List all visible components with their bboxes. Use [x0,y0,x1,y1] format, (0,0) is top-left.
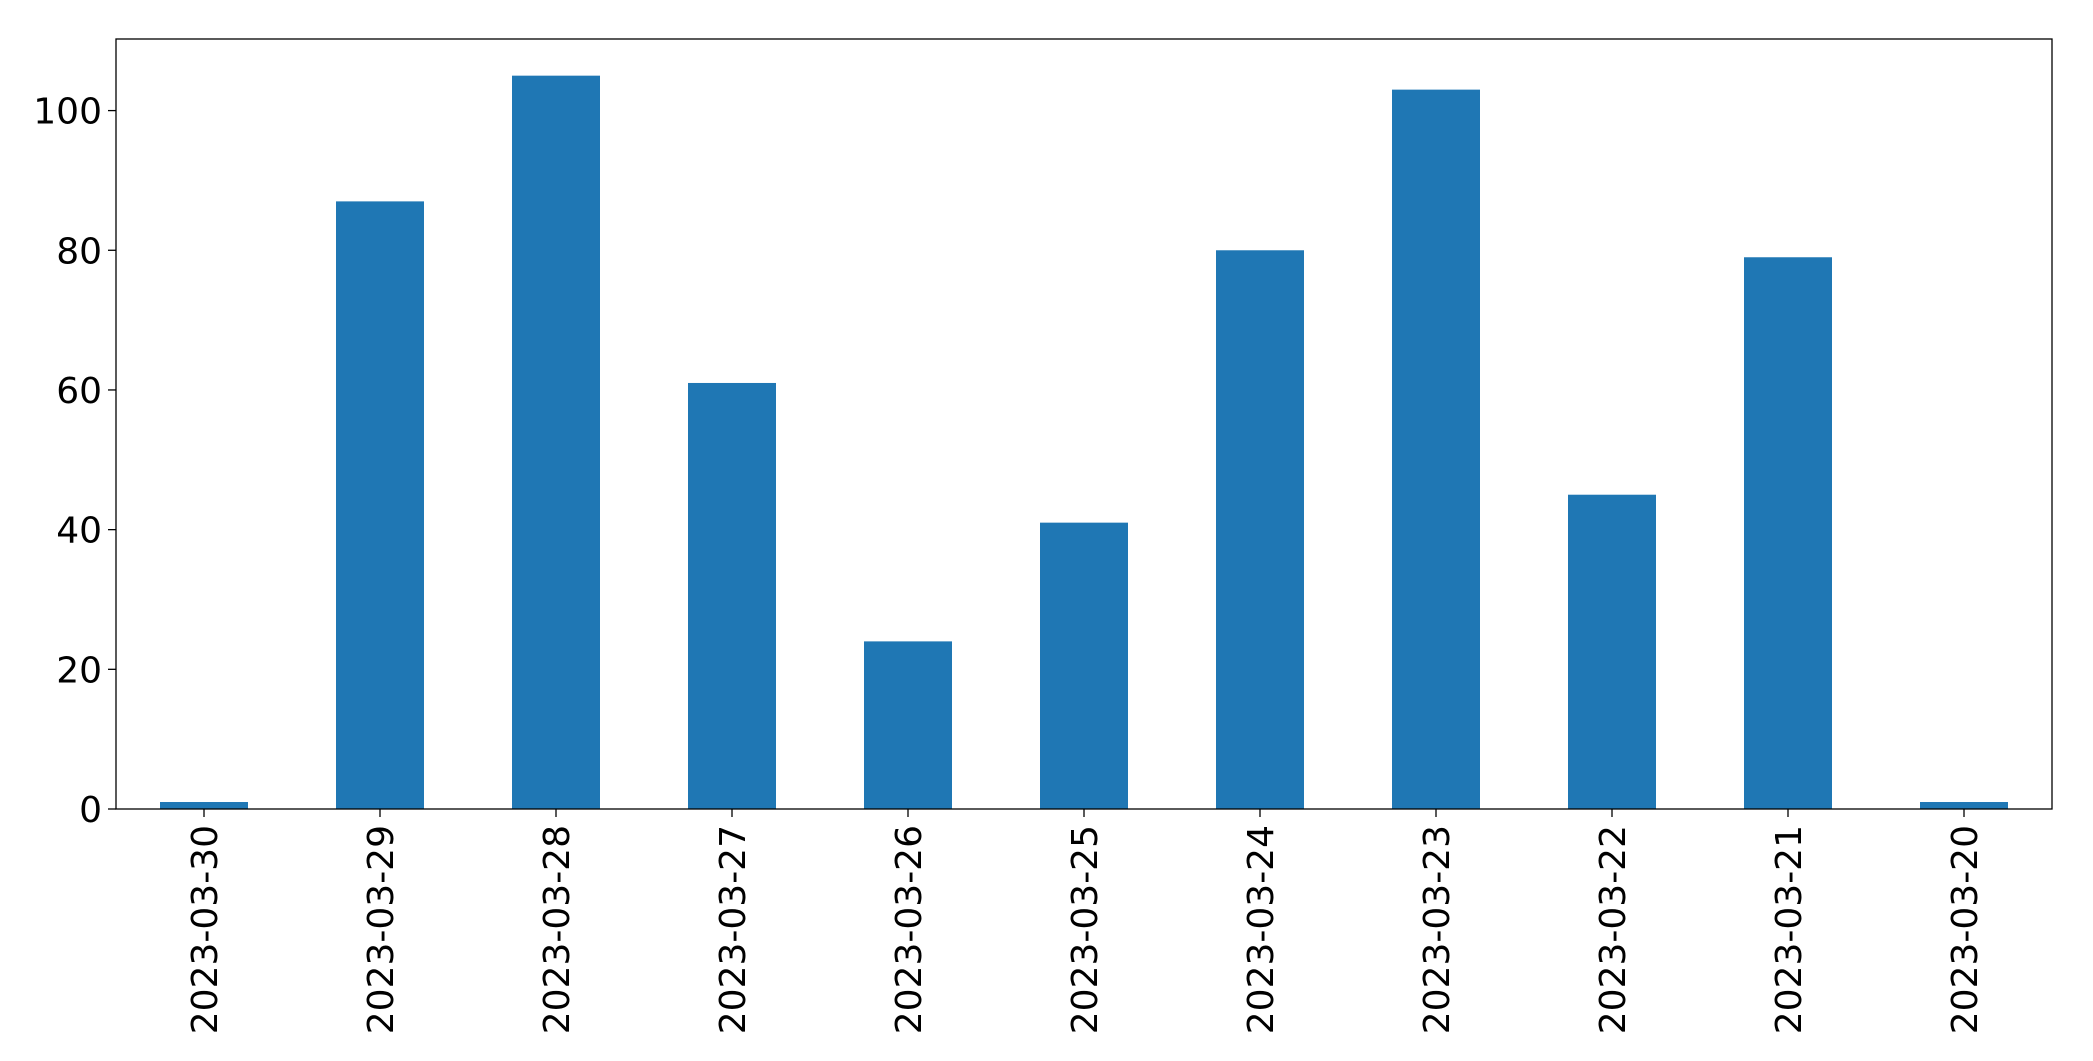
bar [864,641,952,809]
bar [1392,89,1480,810]
x-tick-label: 2023-03-22 [1593,825,1634,1034]
x-tick-label: 2023-03-25 [1065,825,1106,1034]
bar [1216,250,1304,809]
bar [160,802,248,809]
bar [1744,257,1832,809]
y-tick-label: 80 [56,231,102,272]
bar [1920,802,2008,809]
bar [512,75,600,809]
y-tick-label: 0 [79,790,102,831]
x-tick-label: 2023-03-24 [1241,825,1282,1034]
y-tick-label: 20 [56,650,102,691]
bar [688,382,776,809]
x-tick-label: 2023-03-26 [889,825,930,1034]
y-tick-label: 40 [56,511,102,552]
x-tick-label: 2023-03-23 [1417,825,1458,1034]
y-tick-label: 100 [33,92,102,133]
bar [1568,494,1656,809]
bar [1040,522,1128,809]
y-tick-label: 60 [56,371,102,412]
x-tick-label: 2023-03-21 [1769,825,1810,1034]
x-tick-label: 2023-03-27 [713,825,754,1034]
bar [336,201,424,809]
x-tick-label: 2023-03-30 [185,825,226,1034]
x-tick-label: 2023-03-20 [1945,825,1986,1034]
x-tick-label: 2023-03-28 [537,825,578,1034]
plot-frame [115,38,2053,810]
x-tick-label: 2023-03-29 [361,825,402,1034]
